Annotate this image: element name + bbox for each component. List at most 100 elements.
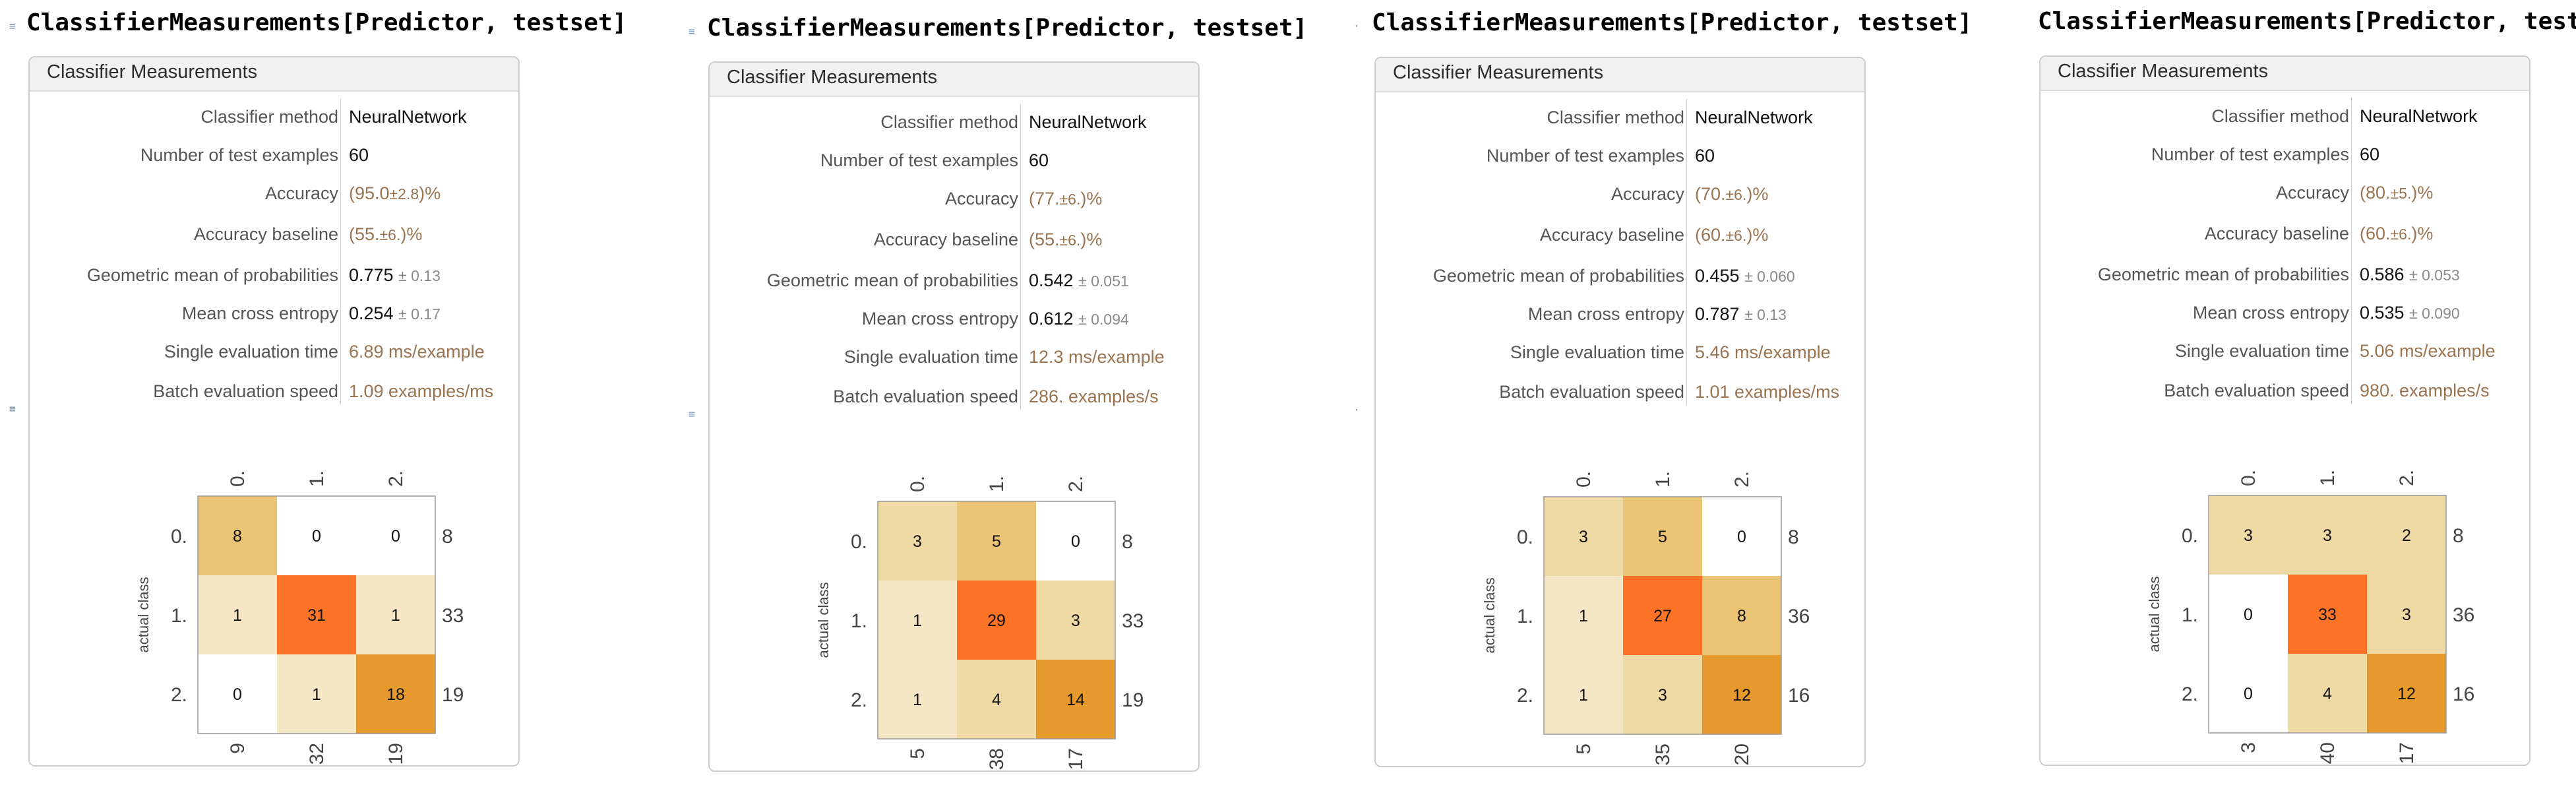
row-label: Mean cross entropy (1527, 304, 1684, 324)
cell-bracket-icon[interactable]: ≡ (9, 402, 16, 415)
matrix-cell-value: 1 (1579, 607, 1588, 625)
row-value: 286. examples/s (1029, 387, 1159, 406)
notebook-cell-3: · · ClassifierMeasurements[Predictor, te… (1344, 0, 1977, 787)
row-value: (55.±6.)% (349, 224, 423, 244)
row-value: (70.±6.)% (1695, 184, 1769, 204)
row-test-examples: Number of test examples 60 (2040, 136, 2529, 174)
row-batch-eval-speed: Batch evaluation speed 1.09 examples/ms (30, 373, 518, 411)
matrix-cell-value: 5 (1658, 528, 1667, 546)
cell-bracket-icon[interactable]: · (1353, 404, 1360, 416)
row-accuracy: Accuracy (70.±6.)% (1376, 175, 1864, 214)
row-label: Geometric mean of probabilities (86, 265, 338, 285)
classifier-measurements-panel: Classifier Measurements Classifier metho… (28, 56, 520, 767)
row-label: Accuracy (264, 183, 338, 203)
column-total-label: 32 (306, 743, 328, 765)
matrix-cell (2367, 495, 2446, 575)
panel-title: Classifier Measurements (1393, 62, 1604, 83)
row-value: 1.01 examples/ms (1695, 382, 1840, 402)
row-value: (60.±6.)% (1695, 225, 1769, 245)
confusion-matrix-plot[interactable]: 0.1.2.3500.812781.3613122.1653520predict… (1376, 411, 1867, 780)
row-test-examples: Number of test examples 60 (30, 137, 518, 175)
row-geometric-mean: Geometric mean of probabilities 0.542 ± … (710, 262, 1198, 300)
matrix-cell-value: 3 (1658, 686, 1667, 705)
row-single-eval-time: Single evaluation time 12.3 ms/example (710, 338, 1198, 377)
predicted-class-label: 2. (385, 470, 407, 487)
row-value: 0.787 ± 0.13 (1695, 304, 1787, 324)
matrix-cell (1036, 660, 1115, 739)
panel-header: Classifier Measurements (2040, 57, 2529, 91)
confusion-matrix-plot[interactable]: 0.1.2.8000.813111.3301182.1993219predict… (30, 410, 521, 780)
matrix-cell (1623, 655, 1702, 734)
row-accuracy: Accuracy (80.±5.)% (2040, 174, 2529, 212)
row-accuracy: Accuracy (77.±6.)% (710, 180, 1198, 218)
matrix-cell-value: 0 (2244, 685, 2253, 703)
predicted-class-label: 1. (986, 476, 1008, 492)
matrix-cell (2209, 575, 2288, 654)
row-value: (95.0±2.8)% (349, 183, 441, 203)
actual-class-label: 0. (1517, 526, 1533, 548)
input-expression[interactable]: ClassifierMeasurements[Predictor, testse… (26, 9, 627, 36)
panel-header: Classifier Measurements (1376, 58, 1864, 92)
matrix-cell-value: 33 (2318, 606, 2337, 624)
matrix-cell (2288, 654, 2367, 733)
matrix-cell (1702, 497, 1781, 576)
matrix-cell (1702, 576, 1781, 655)
row-accuracy: Accuracy (95.0±2.8)% (30, 175, 518, 213)
input-expression[interactable]: ClassifierMeasurements[Predictor, testse… (707, 15, 1308, 42)
row-label: Classifier method (2211, 106, 2349, 126)
row-value: 0.612 ± 0.094 (1029, 309, 1129, 329)
input-expression[interactable]: ClassifierMeasurements[Predictor, testse… (2038, 8, 2576, 35)
column-total-label: 9 (227, 743, 249, 754)
matrix-frame (197, 495, 436, 734)
column-total-label: 38 (986, 748, 1008, 770)
y-axis-label: actual class (135, 577, 152, 653)
row-value: 0.775 ± 0.13 (349, 265, 441, 285)
row-geometric-mean: Geometric mean of probabilities 0.455 ± … (1376, 257, 1864, 296)
actual-class-label: 2. (851, 689, 867, 711)
row-label: Classifier method (880, 112, 1018, 132)
matrix-cell-value: 27 (1653, 607, 1672, 625)
matrix-cell-value: 4 (992, 691, 1001, 709)
matrix-cell-value: 1 (913, 612, 922, 630)
row-total-label: 16 (2453, 683, 2474, 705)
matrix-frame (2208, 495, 2447, 734)
matrix-cell-value: 18 (386, 685, 405, 704)
predicted-class-label: 1. (306, 470, 328, 487)
row-value: 5.06 ms/example (2360, 341, 2496, 361)
row-label: Batch evaluation speed (833, 387, 1018, 406)
column-total-label: 17 (2396, 742, 2418, 764)
row-value: 60 (1029, 150, 1049, 170)
confusion-matrix-plot[interactable]: 0.1.2.3320.803331.3604122.1634017predict… (2040, 410, 2532, 779)
cell-bracket-icon[interactable]: ≡ (689, 25, 695, 38)
matrix-cell (878, 581, 957, 660)
matrix-cell (277, 654, 356, 734)
cell-bracket-icon[interactable]: ≡ (9, 20, 16, 32)
matrix-cell-value: 1 (913, 691, 922, 709)
predicted-class-label: 0. (227, 470, 249, 487)
matrix-cell (2288, 575, 2367, 654)
row-cross-entropy: Mean cross entropy 0.612 ± 0.094 (710, 300, 1198, 338)
row-geometric-mean: Geometric mean of probabilities 0.586 ± … (2040, 256, 2529, 294)
row-total-label: 33 (442, 605, 464, 627)
cell-bracket-icon[interactable]: · (1353, 20, 1360, 32)
input-expression[interactable]: ClassifierMeasurements[Predictor, testse… (1372, 9, 1973, 36)
row-value: (77.±6.)% (1029, 189, 1103, 208)
predicted-class-label: 1. (2317, 470, 2339, 486)
predicted-class-label: 1. (1652, 471, 1674, 488)
row-single-eval-time: Single evaluation time 5.46 ms/example (1376, 334, 1864, 372)
matrix-cell (1036, 581, 1115, 660)
matrix-cell (1544, 497, 1623, 576)
matrix-cell (957, 660, 1036, 739)
row-label: Accuracy baseline (873, 230, 1018, 249)
cell-bracket-icon[interactable]: ≡ (689, 408, 695, 420)
matrix-cell-value: 0 (2244, 606, 2253, 624)
actual-class-label: 1. (171, 605, 187, 627)
row-single-eval-time: Single evaluation time 5.06 ms/example (2040, 332, 2529, 371)
matrix-cell (198, 575, 277, 654)
matrix-cell (1544, 655, 1623, 734)
row-accuracy-baseline: Accuracy baseline (55.±6.)% (710, 221, 1198, 259)
column-total-label: 20 (1731, 743, 1753, 765)
confusion-matrix-plot[interactable]: 0.1.2.3500.812931.3314142.1953817predict… (710, 416, 1201, 785)
row-cross-entropy: Mean cross entropy 0.254 ± 0.17 (30, 295, 518, 333)
row-value: 60 (349, 145, 369, 165)
